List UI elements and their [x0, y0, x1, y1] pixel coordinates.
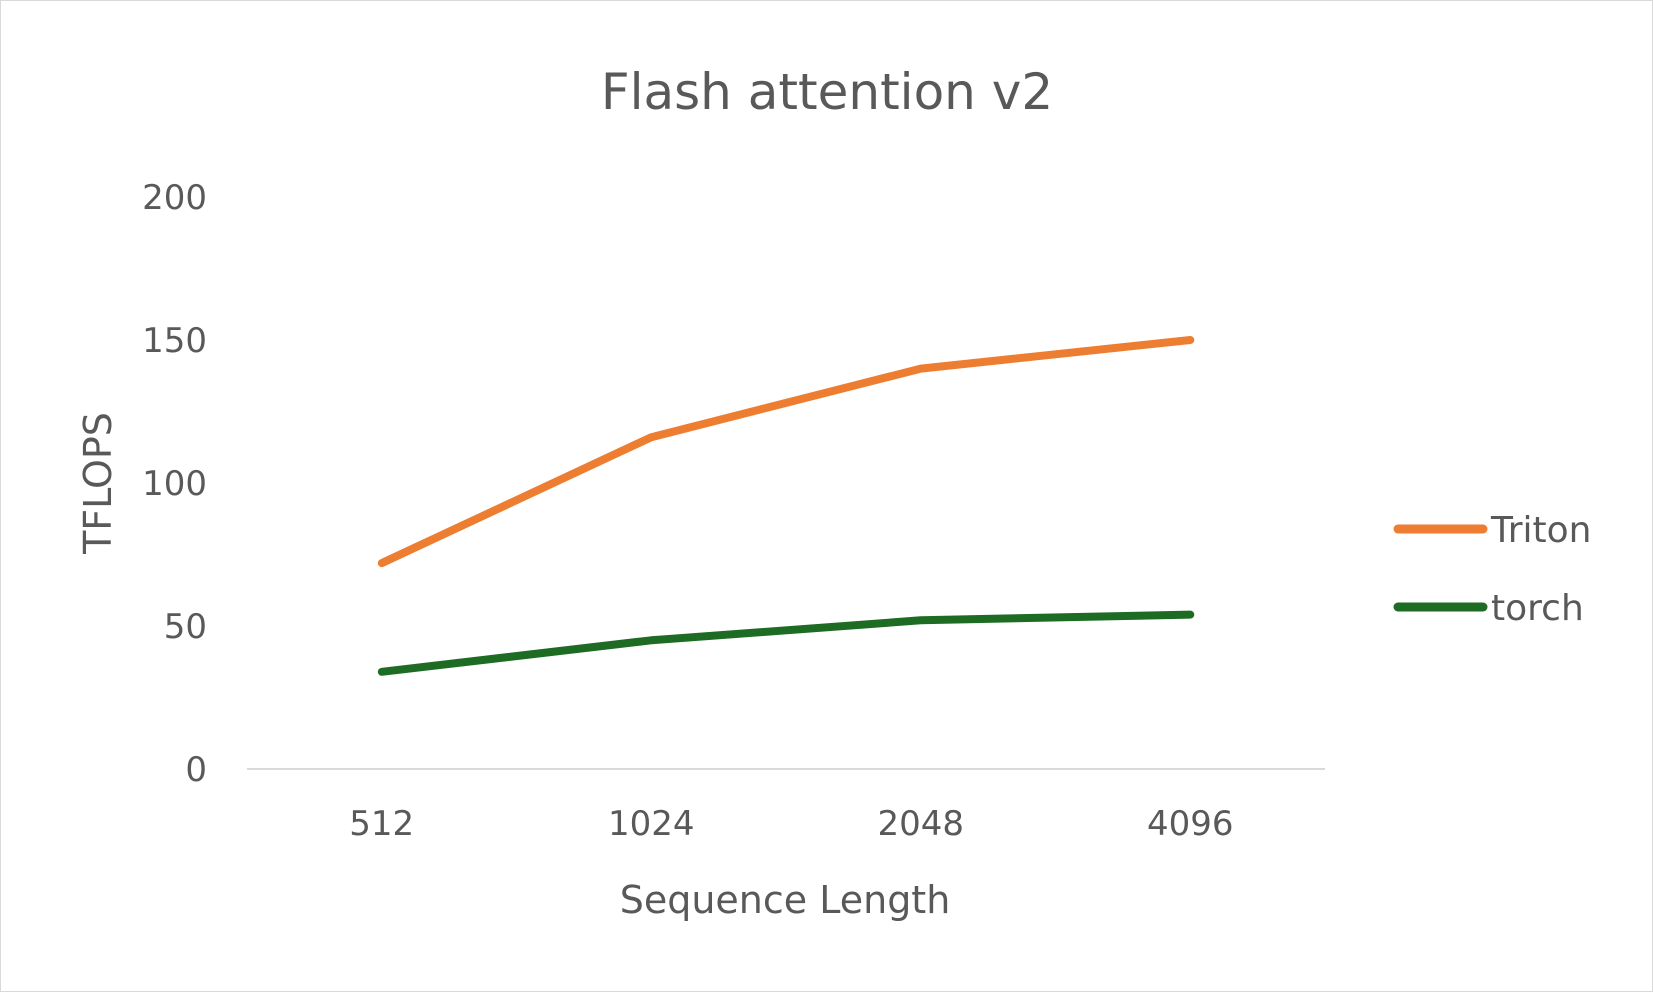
x-tick-label: 1024: [608, 804, 695, 844]
legend-label-torch: torch: [1491, 588, 1584, 629]
x-axis-title: Sequence Length: [620, 878, 951, 922]
x-tick-label: 512: [349, 804, 414, 844]
x-tick-label: 2048: [877, 804, 964, 844]
x-tick-label: 4096: [1147, 804, 1234, 844]
legend: Triton torch: [1393, 510, 1591, 629]
legend-label-triton: Triton: [1490, 510, 1591, 551]
y-axis-title: TFLOPS: [76, 412, 120, 555]
chart-title: Flash attention v2: [601, 63, 1053, 121]
y-axis-tick-labels: 0 50 100 150 200: [142, 178, 207, 790]
y-tick-label: 200: [142, 178, 207, 218]
y-tick-label: 150: [142, 321, 207, 361]
series-line-torch: [377, 610, 1195, 676]
series-line-triton: [377, 336, 1195, 568]
y-tick-label: 100: [142, 464, 207, 504]
y-tick-label: 50: [164, 607, 207, 647]
y-tick-label: 0: [185, 750, 207, 790]
x-axis-tick-labels: 512 1024 2048 4096: [349, 804, 1233, 844]
series-lines: [377, 336, 1195, 676]
